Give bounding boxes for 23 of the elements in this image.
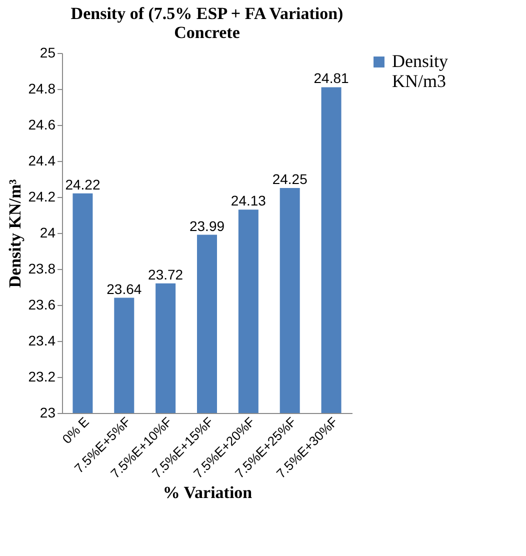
text: Density of (7.5% ESP + FA Variation) <box>70 4 344 23</box>
x-axis-title: % Variation <box>162 483 253 502</box>
data-label: 24.13 <box>230 192 266 209</box>
y-tick-label: 23.4 <box>28 332 56 348</box>
y-tick-label: 25 <box>40 44 56 60</box>
data-label: 23.99 <box>189 218 225 234</box>
y-tick-label: 24.6 <box>28 116 56 132</box>
legend-label: Density KN/m3 <box>392 51 448 91</box>
data-label: 23.64 <box>106 280 142 297</box>
y-axis-title: Density KN/m³ <box>5 179 24 288</box>
text: Concrete <box>174 23 240 42</box>
y-tick-label: 24.4 <box>28 152 56 168</box>
y-tick-label: 24.8 <box>28 80 56 96</box>
y-tick-label: 23.6 <box>28 296 56 312</box>
data-label: 24.81 <box>314 70 350 86</box>
y-tick-label: 24 <box>40 224 56 240</box>
data-label: 23.72 <box>148 266 184 282</box>
y-tick-label: 23 <box>40 404 56 420</box>
y-tick-label: 23.2 <box>28 368 56 384</box>
y-tick-label: 23.8 <box>28 260 56 276</box>
data-label: 24.22 <box>65 176 100 192</box>
data-label: 24.25 <box>272 171 308 187</box>
y-tick-label: 24.2 <box>28 188 56 204</box>
